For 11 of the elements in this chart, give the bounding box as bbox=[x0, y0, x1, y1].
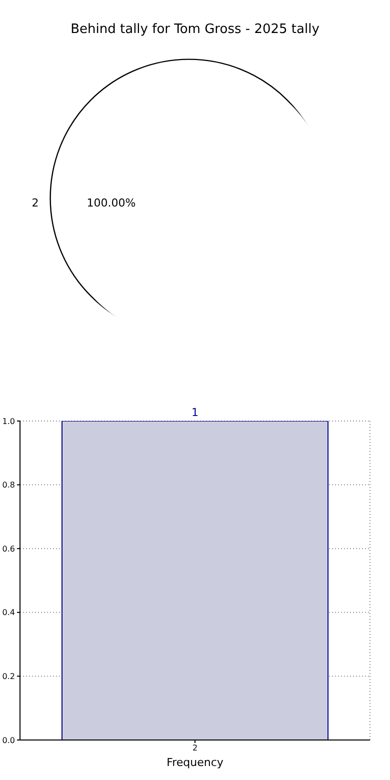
y-tick-label: 1.0 bbox=[2, 416, 15, 426]
slice-label: 2 bbox=[32, 196, 39, 210]
y-tick-label: 0.8 bbox=[2, 480, 15, 490]
y-tick-label: 0.2 bbox=[2, 672, 15, 682]
y-tick-label: 0.0 bbox=[2, 736, 15, 745]
chart-title: Behind tally for Tom Gross - 2025 tally bbox=[70, 22, 320, 37]
y-tick-label: 0.6 bbox=[2, 544, 15, 554]
x-axis-title: Frequency bbox=[166, 756, 224, 769]
data-label: 100.00% bbox=[86, 196, 136, 210]
data-label: 1 bbox=[192, 406, 198, 419]
y-tick-label: 0.4 bbox=[2, 608, 15, 618]
